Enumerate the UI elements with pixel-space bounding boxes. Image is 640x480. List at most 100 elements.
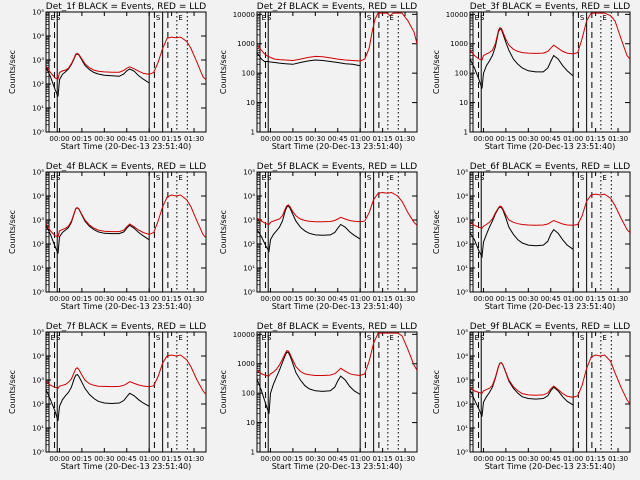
x-tick-label: 01:30: [395, 455, 415, 463]
x-tick-label: 01:30: [608, 295, 628, 303]
x-tick-label: 00:15: [72, 135, 92, 143]
x-tick-label: 00:45: [117, 455, 137, 463]
x-tick-label: 01:00: [563, 295, 583, 303]
annotation-s: S: [580, 174, 585, 182]
x-tick-label: 00:45: [328, 455, 348, 463]
y-tick-label: 10³: [32, 377, 44, 385]
plot-area: [257, 12, 417, 132]
annotation-e: E: [602, 334, 606, 342]
x-axis-label: Start Time (20-Dec-13 23:51:40): [485, 462, 616, 471]
y-axis-label: Counts/sec: [432, 210, 441, 254]
series-line-events: [257, 205, 361, 253]
chart-title: Det_9f BLACK = Events, RED = LLD: [470, 322, 630, 332]
series-line-events: [46, 53, 150, 97]
y-axis-label: Counts/sec: [432, 370, 441, 414]
x-tick-label: 01:15: [162, 455, 182, 463]
y-tick-label: 10000: [446, 11, 468, 19]
annotation-s: S: [156, 14, 161, 22]
y-tick-label: 10⁵: [456, 329, 468, 337]
series-line-lld: [257, 12, 417, 62]
annotation-s: S: [267, 334, 272, 342]
x-tick-label: 00:30: [305, 135, 325, 143]
y-tick-label: 10⁵: [456, 169, 468, 177]
x-tick-label: 00:15: [283, 295, 303, 303]
annotation-s: S: [56, 334, 61, 342]
annotation-s: S: [480, 334, 485, 342]
annotation-e: E: [474, 174, 478, 182]
y-tick-label: 10⁴: [456, 353, 468, 361]
y-tick-label: 10⁴: [32, 193, 44, 201]
x-tick-label: 01:15: [162, 135, 182, 143]
x-tick-label: 01:30: [184, 135, 204, 143]
annotation-s: S: [156, 334, 161, 342]
x-axis-label: Start Time (20-Dec-13 23:51:40): [485, 142, 616, 151]
y-tick-label: 10¹: [456, 265, 468, 273]
x-tick-label: 00:30: [94, 135, 114, 143]
y-tick-label: 10: [246, 419, 255, 427]
x-tick-label: 01:30: [608, 455, 628, 463]
x-tick-label: 00:15: [283, 455, 303, 463]
y-tick-label: 10³: [456, 377, 468, 385]
series-line-events: [470, 28, 574, 89]
annotation-s: S: [267, 14, 272, 22]
x-axis-label: Start Time (20-Dec-13 23:51:40): [272, 142, 403, 151]
x-tick-label: 01:00: [563, 455, 583, 463]
annotation-s: S: [480, 14, 485, 22]
x-tick-label: 00:45: [541, 295, 561, 303]
plot-area: [46, 172, 206, 292]
y-axis-label: Counts/sec: [8, 210, 17, 254]
y-tick-label: 100: [242, 390, 255, 398]
x-axis-label: Start Time (20-Dec-13 23:51:40): [61, 142, 192, 151]
x-tick-label: 00:00: [473, 135, 493, 143]
series-line-lld: [46, 194, 206, 239]
series-line-lld: [46, 36, 206, 81]
y-tick-label: 10³: [456, 217, 468, 225]
y-tick-label: 100: [242, 70, 255, 78]
x-tick-label: 00:00: [260, 455, 280, 463]
y-tick-label: 10000: [233, 331, 255, 339]
chart-title: Det_5f BLACK = Events, RED = LLD: [257, 162, 417, 172]
x-tick-label: 00:00: [260, 135, 280, 143]
chart-title: Det_7f BLACK = Events, RED = LLD: [46, 322, 206, 332]
x-tick-label: 00:30: [94, 455, 114, 463]
x-tick-label: 01:30: [395, 135, 415, 143]
y-tick-label: 10: [246, 99, 255, 107]
x-tick-label: 00:15: [72, 455, 92, 463]
x-tick-label: 01:15: [586, 455, 606, 463]
y-axis-label: Counts/sec: [8, 50, 17, 94]
x-tick-label: 01:15: [586, 135, 606, 143]
y-tick-label: 100: [455, 70, 468, 78]
plot-frame: [256, 11, 418, 133]
y-tick-label: 10⁴: [32, 353, 44, 361]
x-tick-label: 00:00: [49, 295, 69, 303]
series-line-lld: [470, 12, 630, 61]
x-tick-label: 01:15: [373, 455, 393, 463]
annotation-e: E: [602, 14, 606, 22]
y-tick-label: 10⁵: [243, 169, 255, 177]
y-tick-label: 10⁰: [456, 449, 468, 457]
x-tick-label: 01:15: [373, 295, 393, 303]
annotation-s: S: [580, 14, 585, 22]
x-tick-label: 01:00: [139, 295, 159, 303]
y-axis-label: Counts/sec: [219, 50, 228, 94]
plot-area: [46, 12, 206, 132]
x-tick-label: 01:00: [139, 455, 159, 463]
plot-area: [470, 332, 630, 452]
x-tick-label: 01:15: [586, 295, 606, 303]
series-line-lld: [257, 191, 417, 226]
annotation-e: E: [602, 174, 606, 182]
y-tick-label: 10¹: [32, 105, 44, 113]
x-tick-label: 00:30: [518, 295, 538, 303]
annotation-e: E: [389, 334, 393, 342]
x-tick-label: 00:00: [473, 295, 493, 303]
annotation-e: E: [261, 14, 265, 22]
annotation-e: E: [178, 174, 182, 182]
y-tick-label: 10⁰: [32, 289, 44, 297]
series-line-lld: [257, 332, 417, 377]
y-axis-label: Counts/sec: [219, 370, 228, 414]
